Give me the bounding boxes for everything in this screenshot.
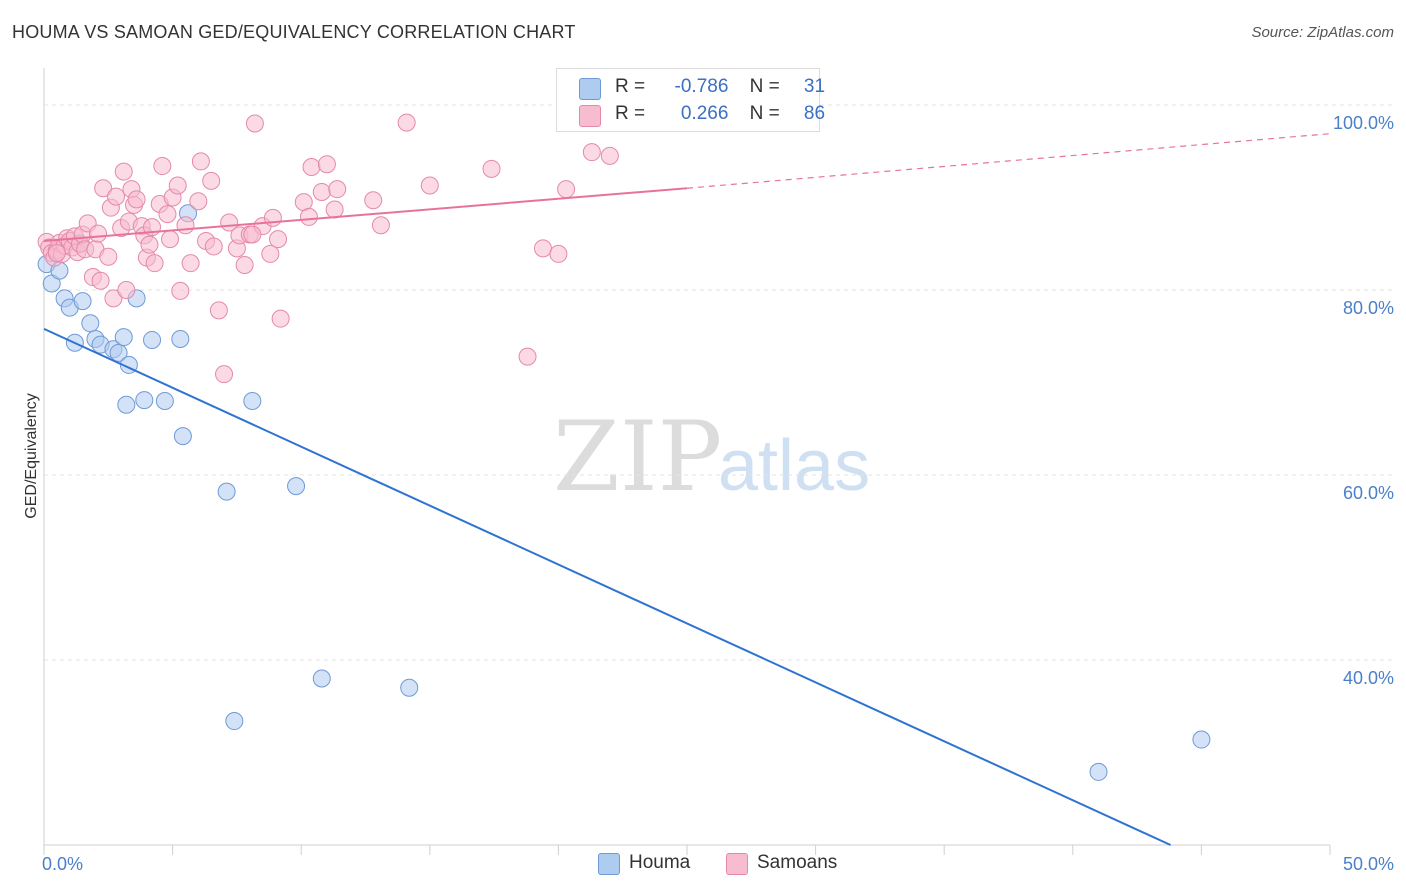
samoans-point [235, 256, 254, 275]
samoans-point [317, 155, 336, 174]
samoans-point [176, 216, 195, 235]
watermark-zip: ZIP [553, 401, 722, 513]
y-tick-label: 60.0% [1343, 483, 1394, 503]
samoans-swatch [579, 105, 601, 127]
samoans-point [312, 182, 331, 201]
samoans-point [325, 200, 344, 219]
houma-swatch [579, 78, 601, 100]
samoans-point [261, 244, 280, 263]
samoans-trend-extension [686, 133, 1331, 189]
houma-point [1089, 762, 1108, 781]
samoans-r-value: 0.266 [680, 103, 729, 124]
samoans-point [243, 225, 262, 244]
samoans-point [269, 230, 288, 249]
samoans-point [202, 171, 221, 190]
samoans-n-label: N = [749, 103, 780, 124]
y-axis-title: GED/Equivalency [23, 393, 40, 518]
houma-r-value: -0.786 [674, 76, 729, 97]
houma-point [143, 330, 162, 349]
y-tick-label: 100.0% [1333, 113, 1394, 133]
samoans-point [140, 235, 159, 254]
source-label: Source: ZipAtlas.com [1251, 24, 1394, 41]
houma-n-label: N = [749, 76, 780, 97]
samoans-point [168, 176, 187, 195]
samoans-point [245, 114, 264, 133]
houma-point [312, 669, 331, 688]
series-houma [37, 204, 1211, 781]
samoans-point [99, 247, 118, 266]
samoans-point [204, 237, 223, 256]
samoans-point [191, 152, 210, 171]
houma-point [73, 292, 92, 311]
houma-legend-label: Houma [629, 852, 691, 873]
houma-point [135, 391, 154, 410]
samoans-point [600, 146, 619, 165]
y-tick-label: 40.0% [1343, 668, 1394, 688]
houma-point [287, 477, 306, 496]
samoans-point [397, 113, 416, 132]
samoans-point [104, 289, 123, 308]
samoans-n-value: 86 [803, 103, 826, 124]
samoans-point [158, 205, 177, 224]
samoans-point [215, 365, 234, 384]
houma-point [155, 392, 174, 410]
houma-point [400, 678, 419, 697]
samoans-point [181, 254, 200, 273]
samoans-point [302, 157, 321, 176]
samoans-point [328, 180, 347, 199]
x-tick-label: 0.0% [42, 854, 83, 874]
houma-point [243, 392, 262, 410]
samoans-point [482, 159, 501, 178]
houma-legend-swatch [598, 853, 620, 875]
samoans-point [189, 192, 208, 211]
houma-n-value: 31 [803, 76, 826, 97]
samoans-point [209, 301, 228, 320]
houma-point [117, 395, 136, 414]
samoans-trend-line [43, 187, 688, 242]
samoans-r-label: R = [615, 103, 646, 124]
samoans-point [371, 216, 390, 235]
y-tick-label: 80.0% [1343, 298, 1394, 318]
houma-point [1192, 730, 1211, 749]
samoans-point [364, 191, 383, 210]
samoans-point [161, 230, 180, 249]
samoans-point [518, 347, 537, 366]
houma-point [173, 427, 192, 446]
samoans-legend-swatch [726, 853, 748, 875]
samoans-point [47, 244, 66, 262]
houma-point [225, 712, 244, 731]
stats-legend: R = -0.786 N = 31 R = 0.266 N = 86 [556, 68, 825, 132]
samoans-point [117, 281, 136, 299]
series-samoans [37, 113, 619, 384]
samoans-point [549, 244, 568, 263]
samoans-point [91, 271, 110, 290]
x-tick-label: 50.0% [1343, 854, 1394, 874]
samoans-point [263, 208, 282, 227]
samoans-point [89, 224, 108, 243]
samoans-point [420, 176, 439, 195]
samoans-point [127, 190, 146, 209]
samoans-point [299, 207, 318, 226]
samoans-point [582, 143, 601, 162]
houma-point [81, 314, 100, 333]
samoans-point [557, 180, 576, 199]
watermark-atlas: atlas [718, 426, 870, 506]
samoans-legend-label: Samoans [757, 852, 838, 873]
houma-r-label: R = [615, 76, 646, 97]
samoans-point [145, 254, 164, 273]
samoans-point [94, 179, 113, 198]
samoans-point [114, 162, 133, 181]
chart-title: HOUMA VS SAMOAN GED/EQUIVALENCY CORRELAT… [12, 22, 576, 42]
samoans-point [271, 309, 290, 328]
houma-point [217, 482, 236, 501]
samoans-point [153, 157, 172, 176]
houma-point [114, 328, 133, 347]
houma-trend-line [43, 327, 1171, 846]
samoans-point [107, 187, 126, 206]
houma-point [171, 330, 190, 349]
samoans-point [171, 281, 190, 300]
samoans-point [533, 239, 552, 258]
